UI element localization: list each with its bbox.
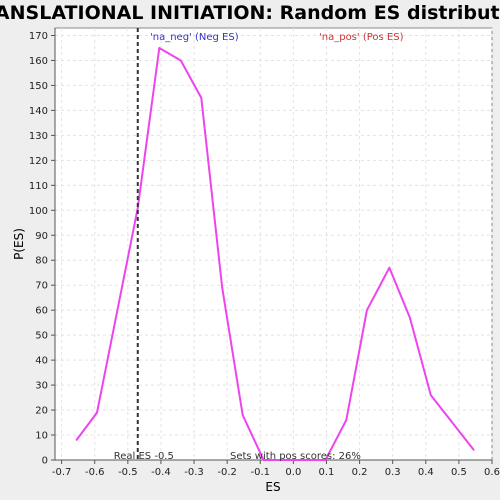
y-tick-label: 90: [35, 231, 48, 242]
y-tick-label: 60: [35, 306, 48, 317]
y-tick-label: 120: [29, 156, 48, 167]
y-tick-label: 150: [29, 81, 48, 92]
x-tick-label: -0.5: [118, 467, 138, 478]
data-point: [262, 459, 265, 461]
data-point: [180, 59, 182, 62]
data-point: [345, 419, 348, 421]
axes: 0 10 20 30 40 50 60 70 80 90 100 110 120 130 140 150 160…: [29, 28, 500, 478]
data-point: [75, 439, 78, 441]
x-tick-label: 0.1: [319, 467, 335, 478]
x-tick-label: 0.0: [285, 467, 301, 478]
x-tick-label: -0.2: [217, 467, 237, 478]
y-tick-label: 20: [35, 406, 48, 417]
series-layer: Real ES -0.5: [75, 28, 475, 462]
y-tick-label: 30: [35, 381, 48, 392]
series-line: [75, 47, 475, 461]
x-tick-label: -0.7: [52, 467, 72, 478]
data-point: [366, 309, 368, 311]
neg-es-annotation: 'na_neg' (Neg ES): [150, 32, 239, 43]
x-tick-label: -0.6: [85, 467, 105, 478]
y-tick-label: 40: [35, 356, 48, 367]
x-tick-label: 0.5: [451, 467, 467, 478]
y-tick-label: 110: [29, 181, 48, 192]
annotations: 'na_neg' (Neg ES) 'na_pos' (Pos ES) Sets…: [150, 32, 404, 462]
y-tick-label: 80: [35, 256, 48, 267]
data-point: [96, 411, 98, 414]
y-tick-label: 50: [35, 331, 48, 342]
x-tick-label: -0.3: [184, 467, 204, 478]
y-tick-label: 70: [35, 281, 48, 292]
data-point: [324, 459, 327, 461]
data-point: [136, 206, 139, 209]
data-point: [241, 414, 244, 416]
x-tick-label: 0.3: [385, 467, 401, 478]
x-tick-label: 0.2: [352, 467, 368, 478]
x-tick-label: -0.4: [151, 467, 171, 478]
y-tick-label: 100: [29, 206, 48, 217]
data-point: [472, 449, 475, 451]
x-tick-label: 0.4: [418, 467, 434, 478]
y-axis-label: P(ES): [12, 228, 26, 260]
pos-scores-annotation: Sets with pos scores: 26%: [230, 451, 361, 462]
y-tick-label: 10: [35, 431, 48, 442]
x-axis-label: ES: [265, 480, 280, 494]
data-point: [409, 316, 411, 319]
chart-title: TRANSLATIONAL INITIATION: Random ES dist…: [0, 2, 500, 24]
plot-area: [54, 27, 493, 461]
data-point: [388, 266, 391, 269]
real-es-label: Real ES -0.5: [114, 451, 174, 462]
grid: [55, 28, 493, 460]
y-tick-label: 0: [42, 456, 48, 467]
data-point: [158, 47, 161, 49]
x-tick-label: 0.6: [484, 467, 500, 478]
data-point: [200, 97, 203, 99]
pos-es-annotation: 'na_pos' (Pos ES): [319, 32, 404, 43]
y-tick-label: 170: [29, 31, 48, 42]
x-tick-label: -0.1: [250, 467, 270, 478]
data-point: [429, 394, 432, 396]
y-tick-label: 130: [29, 131, 48, 142]
y-tick-label: 140: [29, 106, 48, 117]
y-tick-label: 160: [29, 56, 48, 67]
data-point: [221, 286, 223, 289]
